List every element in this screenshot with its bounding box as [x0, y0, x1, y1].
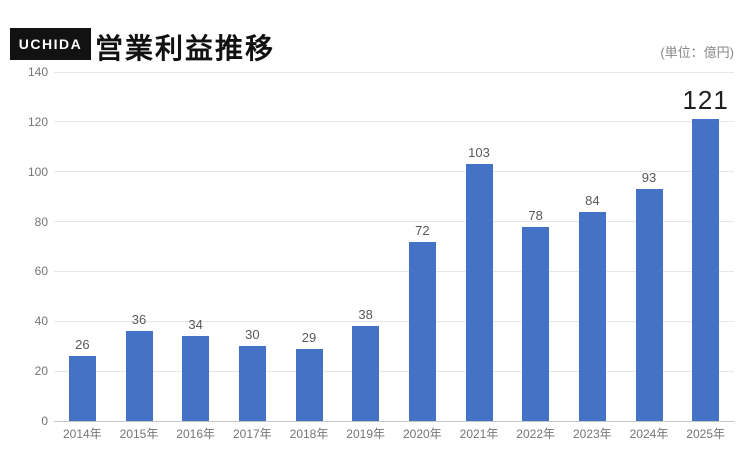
x-tick-label-2018年: 2018年 [289, 427, 329, 441]
gridline-80 [54, 221, 734, 223]
gridline-60 [54, 270, 734, 272]
value-label-2014年: 26 [75, 337, 90, 353]
value-label-2019年: 38 [358, 307, 373, 323]
gridline-40 [54, 320, 734, 322]
gridline-100 [54, 171, 734, 173]
y-axis: 0 20 40 60 80 100 120 140 [0, 65, 48, 428]
x-tick-label-2017年: 2017年 [232, 427, 272, 441]
y-tick-label-100: 100 [27, 164, 48, 179]
bar-2019年 [352, 326, 380, 421]
x-axis: 2014年 2015年 2016年 2017年 2018年 2019年 2020年 2021年… [54, 426, 734, 444]
gridline-120 [54, 121, 734, 123]
value-label-2024年: 93 [641, 170, 657, 186]
x-tick-label-2016年: 2016年 [176, 427, 215, 441]
x-axis-line [54, 421, 734, 422]
bar-2023年 [578, 211, 606, 421]
value-label-2021年: 103 [468, 145, 490, 161]
value-label-2015年: 36 [131, 312, 147, 328]
x-tick-label-2022年: 2022年 [516, 427, 555, 441]
bar-2020年 [408, 241, 436, 421]
value-label-2017年: 30 [245, 327, 260, 343]
x-tick-label-2020年: 2020年 [402, 427, 442, 441]
bar-2021年 [465, 164, 493, 421]
y-tick-label-140: 140 [27, 65, 48, 79]
bar-2022年 [522, 226, 550, 421]
bar-2025年 [692, 119, 720, 421]
x-tick-label-2025年: 2025年 [686, 427, 725, 441]
unit-label: (単位：億円) [660, 45, 734, 60]
y-tick-label-40: 40 [34, 314, 48, 329]
bar-2017年 [238, 346, 266, 421]
value-label-2025年: 121 [682, 85, 729, 116]
bar-2018年 [295, 348, 323, 421]
x-tick-label-2023年: 2023年 [572, 427, 612, 441]
page-title: 営業利益推移 [95, 33, 276, 64]
value-label-2016年: 34 [188, 317, 203, 333]
gridline-140 [54, 71, 734, 73]
y-tick-label-60: 60 [34, 264, 48, 279]
value-label-2022年: 78 [528, 207, 543, 223]
uchida-logo: UCHIDA [10, 28, 91, 60]
x-tick-label-2015年: 2015年 [119, 427, 159, 441]
plot-area: 26 36 34 30 29 38 72 103 78 84 93 121 [54, 71, 734, 422]
uchida-logo-text: UCHIDA [18, 36, 83, 52]
y-tick-label-0: 0 [41, 414, 48, 428]
bar-2016年 [182, 336, 210, 421]
y-tick-label-80: 80 [34, 214, 48, 229]
x-tick-label-2019年: 2019年 [346, 427, 385, 441]
x-tick-label-2021年: 2021年 [459, 427, 499, 441]
value-label-2018年: 29 [301, 329, 317, 345]
y-tick-label-120: 120 [27, 114, 48, 129]
x-tick-label-2014年: 2014年 [62, 427, 102, 441]
bar-2015年 [125, 331, 153, 421]
value-label-2020年: 72 [415, 222, 430, 238]
y-tick-label-20: 20 [34, 364, 48, 379]
bar-2024年 [635, 189, 663, 421]
x-tick-label-2024年: 2024年 [629, 427, 669, 441]
gridline-20 [54, 370, 734, 372]
bar-2014年 [68, 356, 96, 421]
value-label-2023年: 84 [585, 192, 600, 208]
